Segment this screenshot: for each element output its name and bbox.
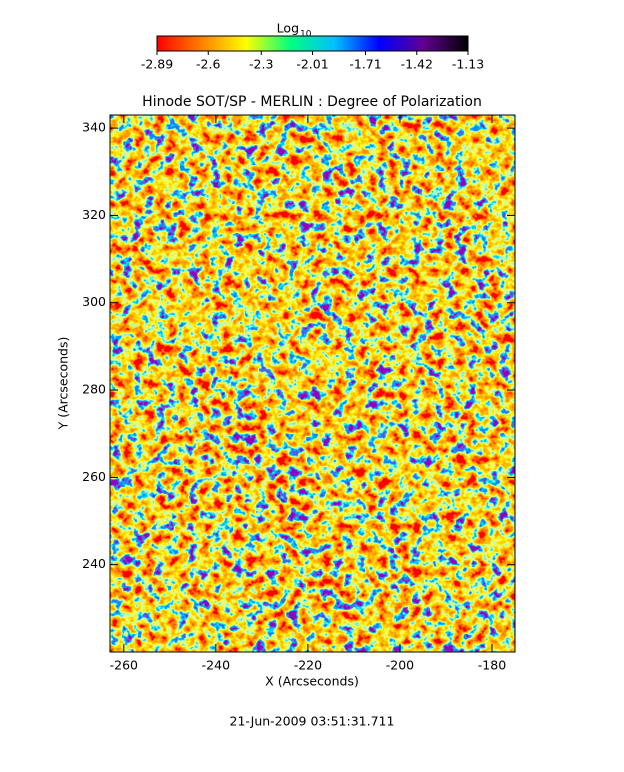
x-tick-label: -200 bbox=[386, 658, 414, 673]
y-tick-label: 240 bbox=[82, 556, 106, 571]
x-tick-label: -180 bbox=[478, 658, 506, 673]
colorbar-tick-label: -1.71 bbox=[349, 57, 381, 72]
plot-frame bbox=[109, 114, 516, 653]
chart-title: Hinode SOT/SP - MERLIN : Degree of Polar… bbox=[142, 94, 482, 110]
footer-date: 21-Jun-2009 03:51:31.711 bbox=[230, 714, 395, 729]
polarization-map bbox=[110, 115, 515, 652]
x-axis-label: X (Arcseconds) bbox=[265, 674, 359, 689]
colorbar-tick-label: -2.01 bbox=[296, 57, 328, 72]
y-tick-label: 260 bbox=[82, 469, 106, 484]
colorbar-tick-label: -2.3 bbox=[249, 57, 273, 72]
y-axis-label: Y (Arcseconds) bbox=[56, 337, 71, 431]
y-tick-label: 320 bbox=[82, 207, 106, 222]
colorbar-tick-label: -2.6 bbox=[196, 57, 220, 72]
x-tick-label: -260 bbox=[110, 658, 138, 673]
y-tick-label: 300 bbox=[82, 294, 106, 309]
x-tick-label: -220 bbox=[294, 658, 322, 673]
colorbar bbox=[156, 35, 469, 52]
x-tick-label: -240 bbox=[202, 658, 230, 673]
colorbar-label-subscript: 10 bbox=[300, 30, 312, 40]
colorbar-tick-label: -1.13 bbox=[452, 57, 484, 72]
y-tick-label: 340 bbox=[82, 120, 106, 135]
y-tick-label: 280 bbox=[82, 382, 106, 397]
colorbar-tick-label: -1.42 bbox=[401, 57, 433, 72]
colorbar-tick-label: -2.89 bbox=[141, 57, 173, 72]
colorbar-label: Log bbox=[277, 21, 299, 36]
